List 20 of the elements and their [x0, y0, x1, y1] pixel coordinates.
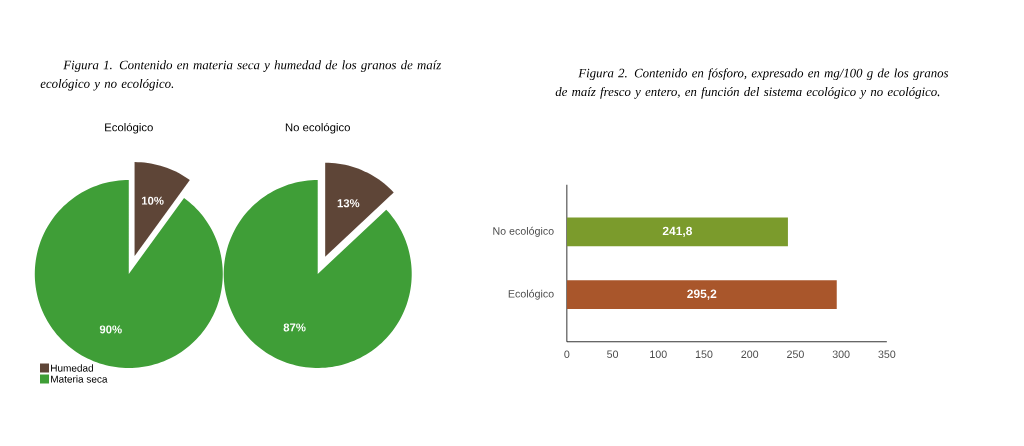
data-label: 87% [283, 323, 306, 332]
chart-title: Figura 1. Contenido en materia seca y humedad de los granos de maíz ecológico y no ecológico. [40, 60, 442, 91]
x-tick-label: 50 [607, 350, 619, 359]
chart-title: No ecológico [285, 122, 350, 134]
legend-label: Materia seca [51, 375, 108, 383]
data-label: 13% [337, 199, 360, 208]
chart-title: Figura 2. Contenido en fósforo, expresado en mg/100 g de los granos de maíz fresco y entero, en función del sistema ecológico y no ecológico. [555, 68, 949, 99]
x-tick-label: 0 [564, 350, 570, 359]
data-label: 90% [99, 325, 122, 334]
x-tick-label: 100 [650, 350, 667, 359]
legend-label: Humedad [51, 364, 93, 372]
chart-subtitle: Ecológico [105, 122, 153, 134]
x-tick-label: 200 [741, 350, 759, 359]
x-tick-label: 150 [695, 350, 713, 359]
data-label: 241,8 [662, 226, 693, 237]
data-label: 295,2 [687, 289, 717, 300]
x-tick-label: 250 [787, 350, 804, 359]
x-tick-label: 300 [832, 350, 850, 359]
data-label: 10% [141, 196, 164, 205]
x-tick-label: 350 [878, 350, 896, 359]
